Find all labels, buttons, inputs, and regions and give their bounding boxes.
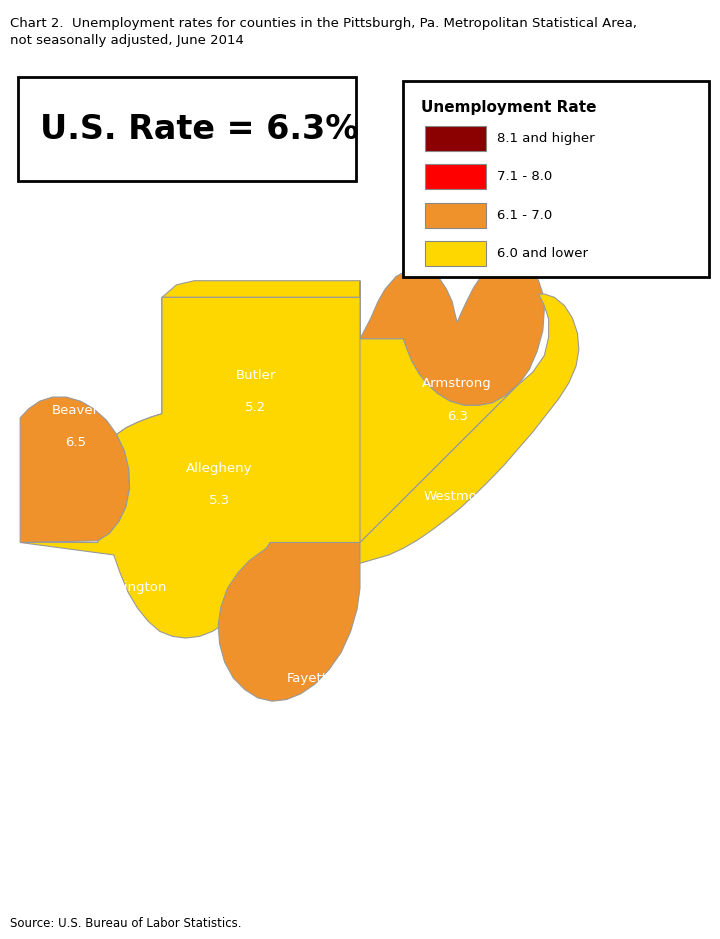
Text: 6.3: 6.3 (446, 409, 468, 423)
Text: 7.1 - 8.0: 7.1 - 8.0 (497, 170, 552, 183)
Text: 6.1 - 7.0: 6.1 - 7.0 (497, 208, 552, 222)
Text: U.S. Rate = 6.3%: U.S. Rate = 6.3% (40, 113, 359, 146)
Text: Allegheny: Allegheny (186, 462, 253, 475)
Polygon shape (360, 294, 579, 563)
Text: Chart 2.  Unemployment rates for counties in the Pittsburgh, Pa. Metropolitan St: Chart 2. Unemployment rates for counties… (10, 17, 637, 47)
Text: Unemployment Rate: Unemployment Rate (421, 100, 597, 115)
Text: 5.3: 5.3 (209, 494, 230, 507)
Text: 6.4: 6.4 (301, 704, 321, 717)
Text: 8.1 and higher: 8.1 and higher (497, 132, 595, 146)
Text: Butler: Butler (235, 369, 276, 382)
Polygon shape (360, 260, 544, 406)
Text: 5.7: 5.7 (461, 522, 482, 534)
FancyBboxPatch shape (403, 82, 709, 277)
Text: Armstrong: Armstrong (423, 377, 492, 391)
Text: Source: U.S. Bureau of Labor Statistics.: Source: U.S. Bureau of Labor Statistics. (10, 916, 242, 930)
Polygon shape (162, 281, 360, 543)
Text: Beaver: Beaver (52, 404, 99, 417)
FancyBboxPatch shape (18, 77, 356, 181)
Bar (425, 126, 486, 151)
Text: 6.5: 6.5 (65, 436, 86, 449)
Text: Washington: Washington (89, 581, 167, 594)
Polygon shape (98, 298, 518, 543)
Bar (425, 240, 486, 266)
Bar (425, 203, 486, 227)
Text: 5.2: 5.2 (245, 401, 266, 414)
Polygon shape (20, 397, 130, 543)
Polygon shape (218, 543, 360, 701)
Text: 5.6: 5.6 (117, 613, 139, 626)
Text: Westmoreland: Westmoreland (423, 489, 520, 502)
Bar (425, 164, 486, 190)
Text: 6.0 and lower: 6.0 and lower (497, 247, 588, 260)
Text: Fayette: Fayette (287, 672, 336, 685)
Polygon shape (20, 298, 360, 639)
